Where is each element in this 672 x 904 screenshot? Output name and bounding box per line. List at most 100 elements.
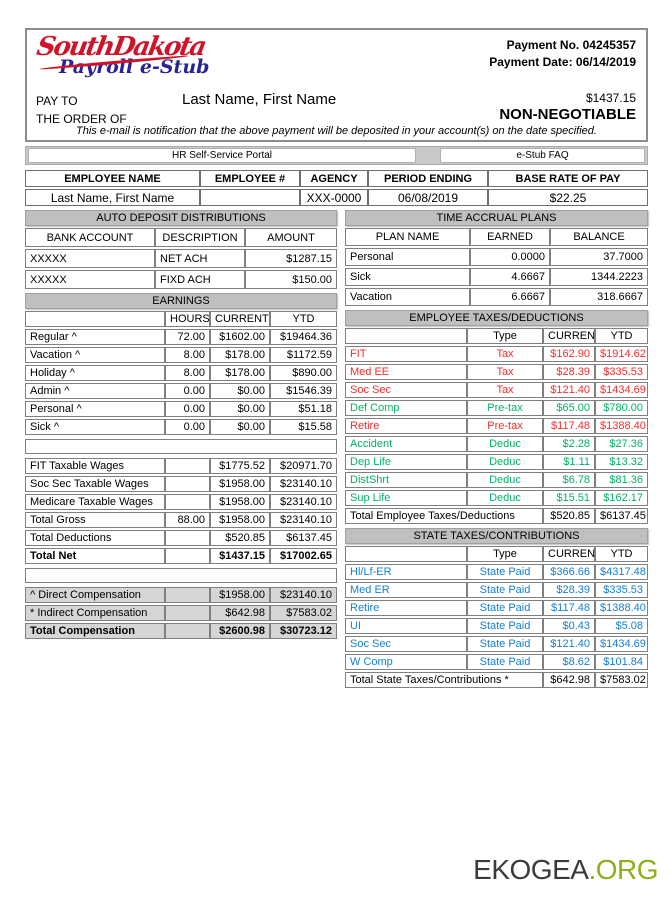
earnings-row: Regular ^ 72.00 $1602.00 $19464.36 (25, 329, 337, 345)
total-label-cell: Total Employee Taxes/Deductions (345, 508, 543, 524)
ytd-cell: $23140.10 (270, 476, 337, 492)
label-cell: Soc Sec Taxable Wages (25, 476, 165, 492)
hours-cell (165, 530, 210, 546)
label-cell: FIT Taxable Wages (25, 458, 165, 474)
tax-name-cell: Dep Life (345, 454, 467, 470)
ytd-cell: $101.84 (595, 654, 648, 670)
hours-cell: 8.00 (165, 365, 210, 381)
payment-date: Payment Date: 06/14/2019 (489, 55, 636, 69)
column-header: EARNED (470, 228, 550, 246)
state-tax-row: W Comp State Paid $8.62 $101.84 (345, 654, 648, 670)
ytd-cell: $23140.10 (270, 494, 337, 510)
hours-cell: 72.00 (165, 329, 210, 345)
tax-name-cell: Med EE (345, 364, 467, 380)
amount-cell: $1287.15 (245, 249, 337, 268)
earnings-row: Holiday ^ 8.00 $178.00 $890.00 (25, 365, 337, 381)
employee-tax-row: FIT Tax $162.90 $1914.62 (345, 346, 648, 362)
empty-row (25, 439, 337, 454)
tax-name-cell: UI (345, 618, 467, 634)
current-cell: $2600.98 (210, 623, 270, 639)
tax-type-cell: Deduc (467, 472, 543, 488)
tax-type-cell: Deduc (467, 454, 543, 470)
footer-brand: EKOGEA.ORG (473, 854, 658, 886)
balance-cell: 37.7000 (550, 248, 648, 266)
ytd-cell: $890.00 (270, 365, 337, 381)
tax-name-cell: W Comp (345, 654, 467, 670)
current-cell: $178.00 (210, 347, 270, 363)
compensation-table: ^ Direct Compensation $1958.00 $23140.10… (25, 585, 337, 641)
current-cell: $117.48 (543, 418, 595, 434)
column-header: PLAN NAME (345, 228, 470, 246)
employee-info-header-row: EMPLOYEE NAME EMPLOYEE # AGENCY PERIOD ENDI… (25, 170, 648, 187)
current-cell: $0.43 (543, 618, 595, 634)
employee-tax-row: Soc Sec Tax $121.40 $1434.69 (345, 382, 648, 398)
ytd-cell: $15.58 (270, 419, 337, 435)
total-ytd-cell: $7583.02 (595, 672, 648, 688)
plan-name-cell: Vacation (345, 288, 470, 306)
tax-name-cell: Soc Sec (345, 636, 467, 652)
amount-cell: $150.00 (245, 270, 337, 289)
hr-self-service-portal-button[interactable]: HR Self-Service Portal (28, 148, 416, 163)
south-dakota-logo: SouthDakota Payroll e-Stub (34, 32, 209, 77)
auto-deposit-row: XXXXX FIXD ACH $150.00 (25, 270, 337, 289)
column-header: YTD (595, 328, 648, 344)
hours-cell: 0.00 (165, 383, 210, 399)
current-cell: $0.00 (210, 419, 270, 435)
earning-type-cell: Personal ^ (25, 401, 165, 417)
empty-row (25, 568, 337, 583)
ytd-cell: $6137.45 (270, 530, 337, 546)
ytd-cell: $27.36 (595, 436, 648, 452)
estub-faq-button[interactable]: e-Stub FAQ (440, 148, 645, 163)
earnings-table: HOURS CURRENT YTD Regular ^ 72.00 $1602.… (25, 309, 337, 437)
state-tax-row: UI State Paid $0.43 $5.08 (345, 618, 648, 634)
column-header: YTD (595, 546, 648, 562)
label-cell: Medicare Taxable Wages (25, 494, 165, 510)
bank-account-cell: XXXXX (25, 270, 155, 289)
ytd-cell: $335.53 (595, 582, 648, 598)
ytd-cell: $1914.62 (595, 346, 648, 362)
label-cell: Total Net (25, 548, 165, 564)
current-cell: $0.00 (210, 401, 270, 417)
ytd-cell: $1434.69 (595, 636, 648, 652)
current-cell: $65.00 (543, 400, 595, 416)
current-cell: $178.00 (210, 365, 270, 381)
earnings-total-row: Soc Sec Taxable Wages $1958.00 $23140.10 (25, 476, 337, 492)
column-header: YTD (270, 311, 337, 327)
ytd-cell: $5.08 (595, 618, 648, 634)
current-cell: $1437.15 (210, 548, 270, 564)
earnings-row: Vacation ^ 8.00 $178.00 $1172.59 (25, 347, 337, 363)
current-cell: $1775.52 (210, 458, 270, 474)
earnings-total-row: Total Gross 88.00 $1958.00 $23140.10 (25, 512, 337, 528)
current-cell: $1602.00 (210, 329, 270, 345)
column-header (345, 328, 467, 344)
description-cell: FIXD ACH (155, 270, 245, 289)
employee-taxes-table: Type CURRENT YTD FIT Tax $162.90 $1914.6… (345, 326, 648, 526)
current-cell: $1.11 (543, 454, 595, 470)
current-cell: $1958.00 (210, 587, 270, 603)
hours-cell (165, 548, 210, 564)
column-header: BALANCE (550, 228, 648, 246)
tax-type-cell: State Paid (467, 582, 543, 598)
tax-type-cell: Pre-tax (467, 400, 543, 416)
column-header: CURRENT (210, 311, 270, 327)
ytd-cell: $780.00 (595, 400, 648, 416)
ytd-cell: $1388.40 (595, 600, 648, 616)
earning-type-cell: Regular ^ (25, 329, 165, 345)
time-accrual-row: Sick 4.6667 1344.2223 (345, 268, 648, 286)
hours-cell: 8.00 (165, 347, 210, 363)
state-taxes-total-row: Total State Taxes/Contributions * $642.9… (345, 672, 648, 688)
state-taxes-header-row: Type CURRENT YTD (345, 546, 648, 562)
current-cell: $642.98 (210, 605, 270, 621)
earnings-total-row: Total Net $1437.15 $17002.65 (25, 548, 337, 564)
column-header: HOURS (165, 311, 210, 327)
time-accrual-header-row: PLAN NAME EARNED BALANCE (345, 228, 648, 246)
tax-type-cell: State Paid (467, 618, 543, 634)
compensation-row: * Indirect Compensation $642.98 $7583.02 (25, 605, 337, 621)
tax-type-cell: State Paid (467, 654, 543, 670)
tax-name-cell: Def Comp (345, 400, 467, 416)
employee-info-value-cell: $22.25 (488, 189, 648, 206)
earnings-row: Admin ^ 0.00 $0.00 $1546.39 (25, 383, 337, 399)
tax-type-cell: Tax (467, 364, 543, 380)
payment-info: Payment No. 04245357 Payment Date: 06/14… (489, 37, 636, 71)
tax-name-cell: Med ER (345, 582, 467, 598)
